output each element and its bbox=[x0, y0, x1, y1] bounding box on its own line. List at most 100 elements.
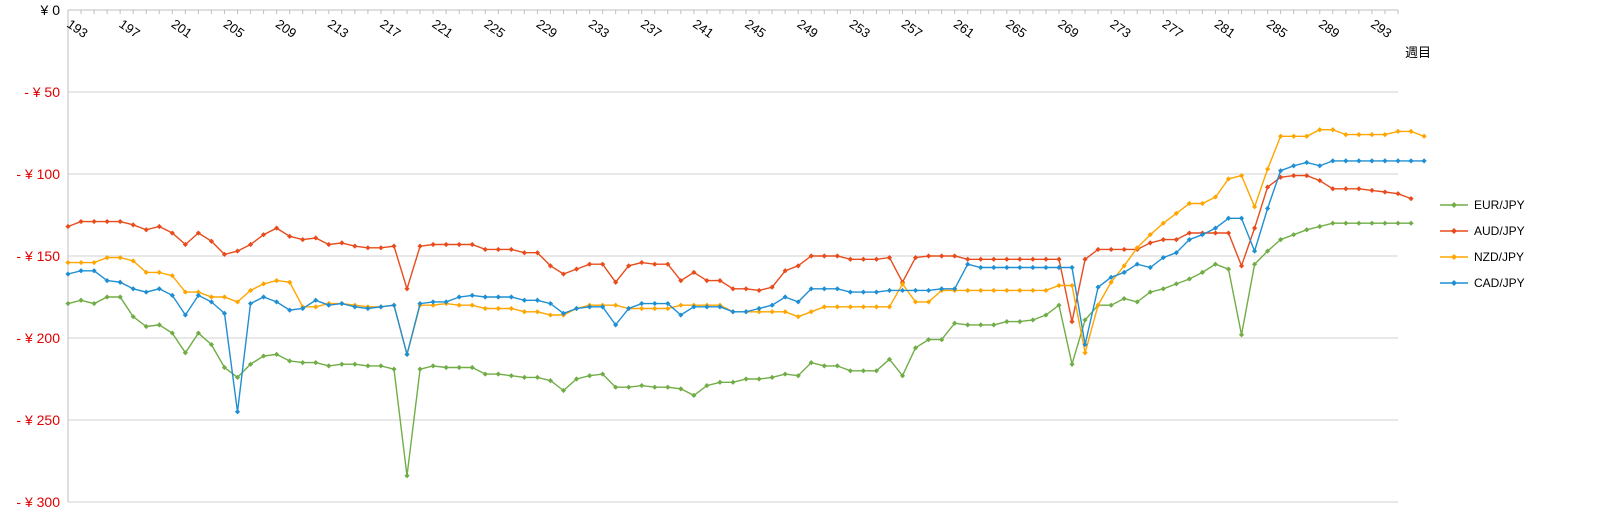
data-point bbox=[221, 310, 228, 316]
data-point bbox=[808, 360, 814, 366]
data-point bbox=[730, 309, 736, 315]
data-point bbox=[1043, 264, 1049, 271]
data-point bbox=[1291, 133, 1297, 139]
data-point bbox=[469, 292, 475, 298]
data-point bbox=[1421, 133, 1427, 139]
data-point bbox=[1265, 205, 1271, 212]
data-point bbox=[274, 225, 280, 231]
data-point bbox=[417, 300, 423, 307]
data-point bbox=[860, 304, 866, 310]
legend: EUR/JPY AUD/JPY NZD/JPY CAD/JPY bbox=[1440, 198, 1525, 290]
series-aud-jpy bbox=[65, 173, 1414, 325]
data-point bbox=[78, 268, 84, 274]
data-point bbox=[1043, 312, 1049, 318]
data-point bbox=[769, 374, 775, 380]
data-point bbox=[1225, 215, 1232, 221]
data-point bbox=[65, 300, 71, 307]
data-point bbox=[1121, 246, 1127, 253]
data-point bbox=[78, 218, 84, 225]
x-tick-label: 293 bbox=[1368, 16, 1394, 41]
x-tick-label: 221 bbox=[429, 16, 455, 41]
data-point bbox=[1408, 128, 1414, 134]
data-point bbox=[1095, 246, 1101, 253]
x-tick-label: 237 bbox=[638, 16, 664, 41]
data-point bbox=[443, 241, 449, 248]
data-point bbox=[234, 374, 241, 380]
data-point bbox=[117, 255, 123, 261]
data-point bbox=[404, 351, 410, 357]
data-point bbox=[1408, 158, 1414, 164]
data-point bbox=[1147, 240, 1153, 246]
legend-label: NZD/JPY bbox=[1474, 250, 1524, 264]
data-point bbox=[586, 373, 593, 379]
data-point bbox=[1382, 189, 1388, 195]
data-point bbox=[1134, 299, 1140, 305]
data-point bbox=[743, 286, 749, 292]
data-point bbox=[1043, 256, 1049, 262]
x-tick-label: 273 bbox=[1107, 16, 1133, 41]
data-point bbox=[678, 278, 684, 284]
data-point bbox=[1225, 176, 1232, 182]
data-point bbox=[469, 364, 475, 371]
data-point bbox=[1238, 263, 1245, 269]
data-point bbox=[613, 302, 619, 308]
legend-item: CAD/JPY bbox=[1440, 276, 1525, 290]
data-point bbox=[208, 341, 215, 348]
data-point bbox=[247, 287, 254, 294]
data-point bbox=[1056, 264, 1062, 271]
data-point bbox=[247, 241, 254, 248]
data-point bbox=[795, 263, 801, 269]
data-point bbox=[1108, 246, 1114, 253]
series-line bbox=[67, 174, 1412, 322]
data-point bbox=[665, 305, 671, 312]
data-point bbox=[508, 246, 514, 253]
data-point bbox=[952, 320, 958, 326]
data-point bbox=[456, 241, 462, 248]
y-tick-label: - ¥ 300 bbox=[16, 494, 60, 510]
data-point bbox=[1082, 256, 1088, 262]
data-point bbox=[899, 287, 906, 294]
x-tick-label: 285 bbox=[1264, 16, 1290, 41]
data-point bbox=[965, 256, 971, 262]
data-point bbox=[886, 356, 893, 362]
data-point bbox=[417, 243, 423, 249]
data-point bbox=[208, 299, 215, 305]
data-point bbox=[1082, 317, 1088, 323]
data-point bbox=[352, 243, 358, 249]
data-point bbox=[1030, 264, 1036, 271]
data-point bbox=[652, 261, 658, 267]
data-point bbox=[130, 286, 136, 292]
data-point bbox=[1343, 186, 1349, 192]
data-point bbox=[873, 289, 880, 295]
data-point bbox=[899, 281, 906, 287]
data-point bbox=[130, 222, 136, 228]
data-point bbox=[560, 271, 567, 277]
data-point bbox=[743, 309, 749, 315]
data-point bbox=[1317, 223, 1323, 230]
data-point bbox=[287, 233, 293, 239]
data-point bbox=[78, 297, 84, 303]
data-point bbox=[78, 259, 84, 266]
data-point bbox=[665, 384, 671, 390]
data-point bbox=[156, 322, 162, 328]
data-point bbox=[1043, 287, 1049, 294]
data-point bbox=[1004, 256, 1010, 262]
data-point bbox=[873, 304, 880, 310]
data-point bbox=[665, 261, 671, 267]
data-point bbox=[769, 302, 775, 308]
data-point bbox=[104, 255, 110, 261]
gridlines bbox=[68, 91, 1398, 503]
data-point bbox=[1212, 194, 1219, 200]
data-point bbox=[717, 278, 723, 284]
data-point bbox=[1069, 264, 1075, 271]
data-point bbox=[860, 256, 866, 262]
data-point bbox=[287, 307, 293, 313]
data-point bbox=[1147, 264, 1153, 271]
data-point bbox=[274, 299, 280, 305]
data-point bbox=[847, 289, 853, 295]
x-tick-label: 253 bbox=[847, 16, 873, 41]
data-point bbox=[65, 223, 71, 230]
data-point bbox=[860, 368, 866, 374]
data-point bbox=[156, 269, 162, 275]
data-point bbox=[391, 243, 397, 249]
